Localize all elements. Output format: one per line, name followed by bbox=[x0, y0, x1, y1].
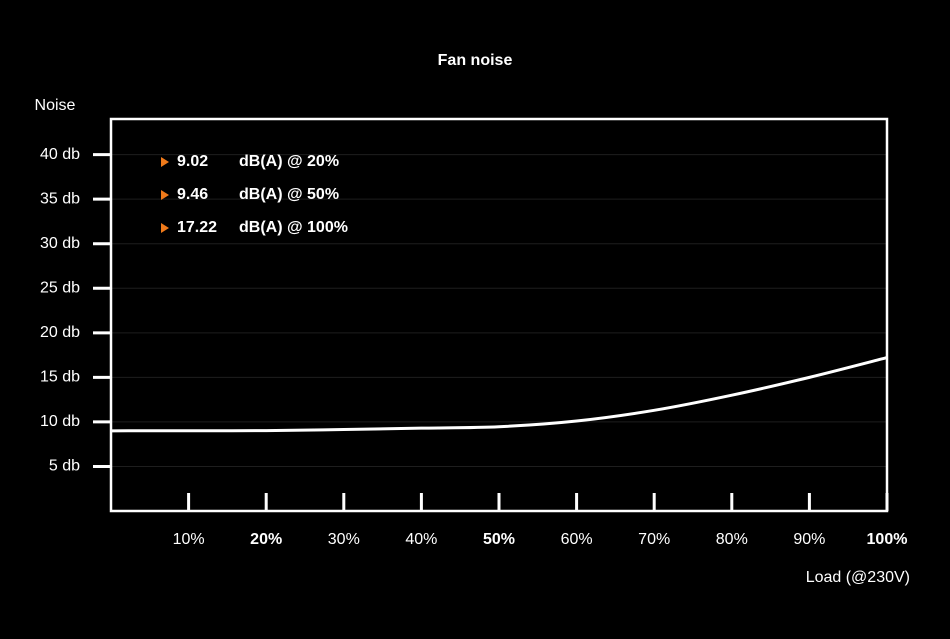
y-tick-label: 35 db bbox=[40, 190, 80, 207]
x-tick-label: 30% bbox=[328, 531, 360, 548]
x-tick-label: 40% bbox=[405, 531, 437, 548]
x-tick-label: 70% bbox=[638, 531, 670, 548]
annotation-value: 17.22 bbox=[177, 219, 217, 236]
x-axis-label: Load (@230V) bbox=[806, 569, 910, 586]
annotation-value: 9.02 bbox=[177, 153, 208, 170]
annotation-text: dB(A) @ 100% bbox=[239, 219, 348, 236]
y-tick-label: 20 db bbox=[40, 324, 80, 341]
y-tick-label: 40 db bbox=[40, 146, 80, 163]
y-tick-label: 15 db bbox=[40, 369, 80, 386]
annotation-marker bbox=[161, 223, 169, 233]
annotation-text: dB(A) @ 20% bbox=[239, 153, 339, 170]
annotation-value: 9.46 bbox=[177, 186, 208, 203]
x-tick-label: 100% bbox=[867, 531, 908, 548]
annotation-text: dB(A) @ 50% bbox=[239, 186, 339, 203]
annotation-marker bbox=[161, 157, 169, 167]
x-tick-label: 20% bbox=[250, 531, 282, 548]
y-tick-label: 5 db bbox=[49, 458, 80, 475]
annotation-marker bbox=[161, 190, 169, 200]
x-tick-label: 60% bbox=[561, 531, 593, 548]
plot-frame bbox=[109, 117, 889, 513]
x-tick-label: 90% bbox=[793, 531, 825, 548]
y-tick-label: 30 db bbox=[40, 235, 80, 252]
y-axis-label: Noise bbox=[35, 97, 76, 114]
x-tick-label: 10% bbox=[173, 531, 205, 548]
line bbox=[110, 356, 888, 433]
y-tick-label: 10 db bbox=[40, 413, 80, 430]
chart-title: Fan noise bbox=[438, 52, 513, 69]
y-tick-label: 25 db bbox=[40, 279, 80, 296]
x-tick-label: 80% bbox=[716, 531, 748, 548]
x-tick-label: 50% bbox=[483, 531, 515, 548]
